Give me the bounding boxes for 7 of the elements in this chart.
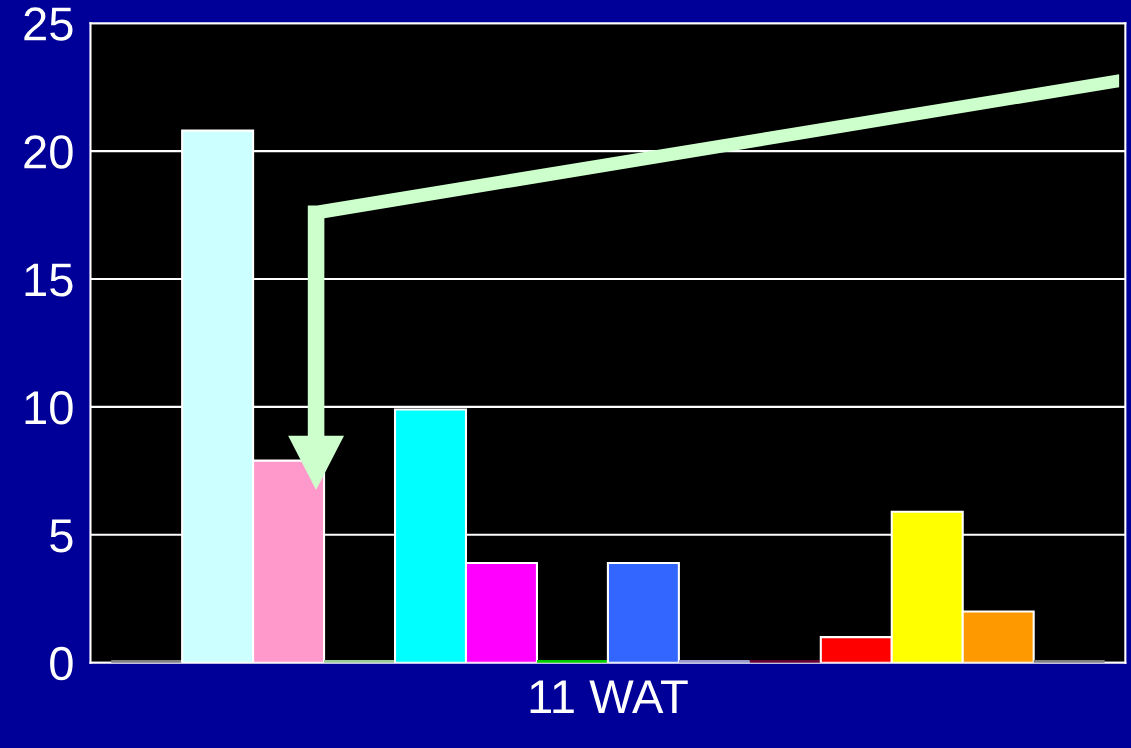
y-tick-label: 15 bbox=[25, 263, 73, 297]
x-tick-label: 11 WAT bbox=[530, 680, 688, 713]
y-tick-label: 0 bbox=[50, 646, 73, 681]
y-tick-label: 10 bbox=[25, 391, 73, 425]
y-tick-label: 20 bbox=[24, 135, 73, 169]
y-tick-label: 25 bbox=[24, 7, 73, 41]
y-tick-label: 5 bbox=[50, 519, 73, 553]
